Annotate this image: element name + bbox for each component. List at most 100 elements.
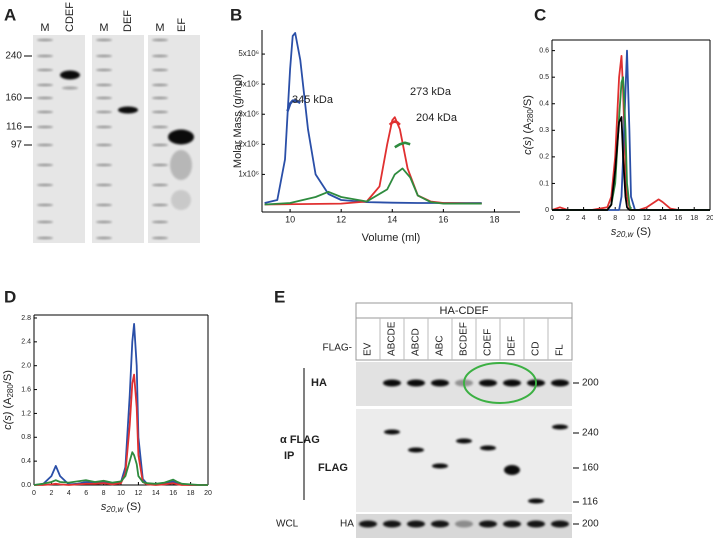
marker-label: 240	[5, 51, 22, 62]
data-line	[264, 167, 482, 206]
panel-label: B	[230, 5, 242, 24]
axis-label: c(s) (A280/S)	[522, 95, 535, 155]
x-tick-label: 8	[613, 215, 617, 222]
gel-band	[37, 203, 53, 207]
y-tick-label: 0.4	[539, 101, 549, 108]
row-label: FLAG	[318, 462, 348, 474]
gel-band	[152, 68, 168, 72]
gel-band	[96, 110, 112, 114]
axis-label: c(s) (A280/S)	[2, 370, 15, 430]
gel-band	[383, 520, 401, 528]
marker-label: 97	[11, 140, 23, 151]
lane-label: CD	[531, 342, 542, 356]
gel-band	[170, 150, 192, 180]
panel-label: C	[534, 5, 546, 24]
x-tick-label: 16	[675, 215, 683, 222]
gel-band	[37, 183, 53, 187]
gel-band	[60, 70, 80, 80]
x-tick-label: 0	[550, 215, 554, 222]
gel-band	[152, 83, 168, 87]
gel-band	[96, 143, 112, 147]
marker-label: 200	[582, 519, 599, 530]
axis-label-part: c(s)	[2, 411, 14, 430]
x-tick-label: 20	[204, 490, 212, 497]
lane-label: CDEF	[64, 2, 76, 32]
gel-band	[96, 38, 112, 42]
y-tick-label: 0.8	[21, 434, 31, 441]
axis-label-part: /S)	[522, 95, 534, 109]
axis-label-part: (S)	[123, 501, 141, 513]
x-tick-label: 6	[597, 215, 601, 222]
y-tick-label: 1.6	[21, 386, 31, 393]
gel-band	[37, 143, 53, 147]
y-tick-label: 1.2	[21, 410, 31, 417]
data-line	[286, 99, 301, 112]
data-line	[33, 323, 208, 486]
x-tick-label: 8	[102, 490, 106, 497]
axis-label-part: 20,w	[615, 230, 634, 239]
gel-strip	[33, 35, 85, 243]
gel-band	[96, 125, 112, 129]
x-tick-label: 14	[659, 215, 667, 222]
marker-label: 160	[582, 463, 599, 474]
gel-band	[152, 163, 168, 167]
gel-band	[37, 220, 53, 224]
gel-band	[479, 379, 497, 387]
y-tick-label: 2.8	[21, 315, 31, 322]
x-tick-label: 16	[169, 490, 177, 497]
gel-band	[96, 220, 112, 224]
x-tick-label: 18	[690, 215, 698, 222]
gel-band	[152, 236, 168, 240]
x-tick-label: 4	[67, 490, 71, 497]
marker-label: 116	[582, 497, 598, 508]
lane-label: EV	[363, 342, 374, 356]
lane-label: M	[40, 22, 49, 34]
gel-band	[96, 183, 112, 187]
ip-label: IP	[284, 450, 294, 462]
y-tick-label: 0.0	[21, 482, 31, 489]
data-line	[552, 49, 710, 211]
annotation: 345 kDa	[292, 94, 334, 106]
gel-band	[503, 520, 521, 528]
gel-band	[152, 143, 168, 147]
gel-band	[383, 379, 401, 387]
gel-band	[96, 203, 112, 207]
marker-label: 160	[5, 93, 22, 104]
gel-band	[407, 520, 425, 528]
y-tick-label: 3x10⁶	[238, 109, 259, 118]
gel-band	[37, 83, 53, 87]
data-line	[34, 373, 208, 486]
gel-band	[37, 38, 53, 42]
ip-label: α FLAG	[280, 434, 320, 446]
y-tick-label: 0.3	[539, 127, 549, 134]
gel-band	[504, 465, 520, 475]
axis-label-part: s	[611, 226, 617, 238]
annotation: 204 kDa	[416, 112, 458, 124]
axis-label: s20,w (S)	[611, 226, 651, 239]
gel-band	[552, 424, 568, 430]
data-line	[264, 116, 482, 206]
gel-band	[118, 106, 138, 114]
panel-label: D	[4, 287, 16, 306]
gel-band	[62, 86, 78, 90]
gel-band	[152, 203, 168, 207]
axis-label-part: (S)	[633, 226, 651, 238]
y-tick-label: 0.1	[539, 180, 549, 187]
lane-label: BCDEF	[459, 322, 470, 356]
x-tick-label: 0	[32, 490, 36, 497]
lane-label: M	[99, 22, 108, 34]
gel-band	[37, 236, 53, 240]
y-axis-label: Molar Mass (g/mol)	[232, 74, 244, 168]
axis-label-part: /S)	[2, 370, 14, 384]
lane-label: M	[155, 22, 164, 34]
y-tick-label: 1x10⁶	[238, 170, 259, 179]
lane-label: CDEF	[483, 329, 494, 356]
gel-band	[96, 83, 112, 87]
data-line	[388, 120, 401, 126]
x-tick-label: 2	[49, 490, 53, 497]
gel-band	[479, 520, 497, 528]
gel-band	[456, 438, 472, 444]
gel-band	[96, 163, 112, 167]
axis-label-part: (A	[522, 122, 534, 137]
row-prefix: FLAG-	[323, 343, 352, 354]
